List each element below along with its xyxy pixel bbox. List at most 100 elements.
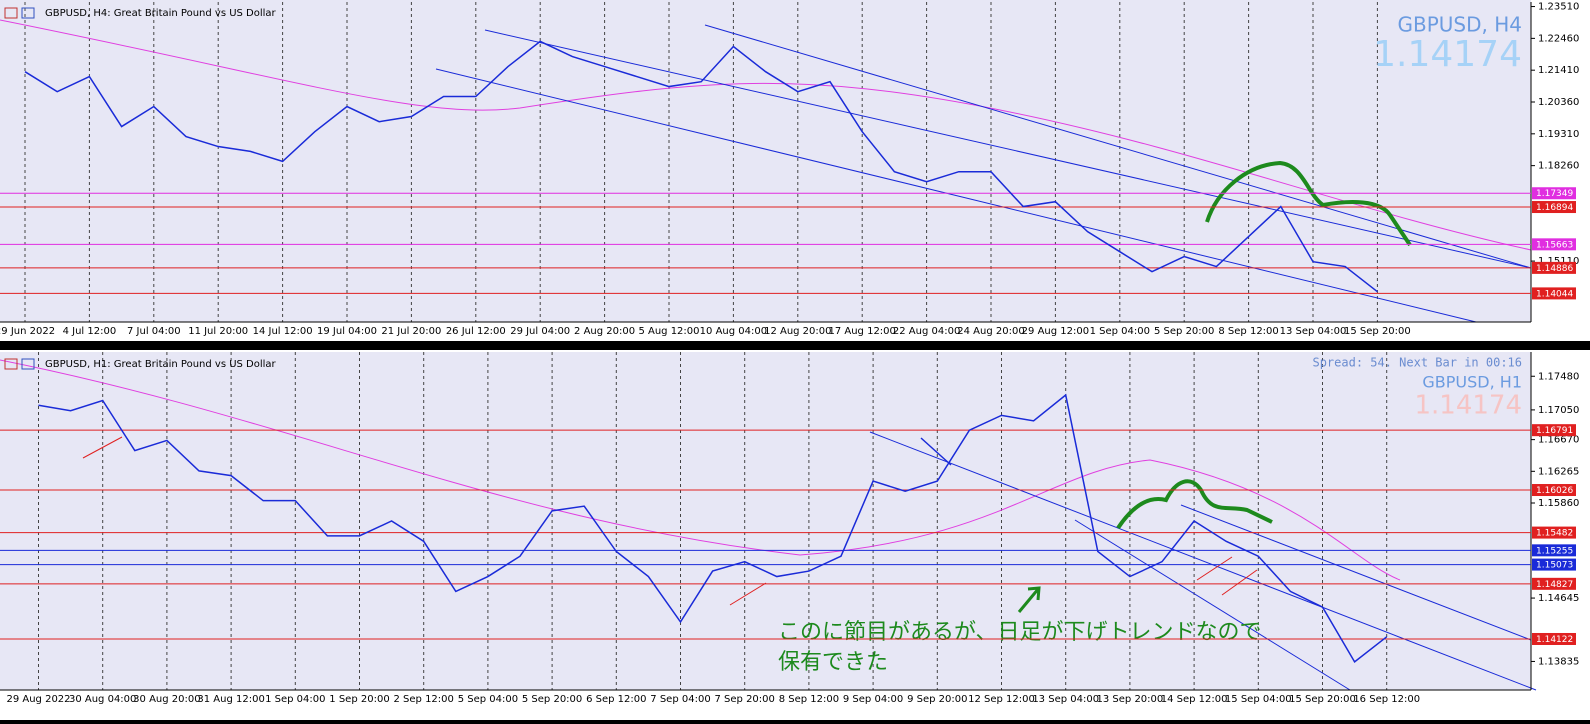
icon <box>21 7 35 19</box>
icon <box>4 7 18 19</box>
annotation: このに節目があるが、日足が下げトレンドなので <box>778 620 1262 645</box>
arrow <box>1221 569 1258 596</box>
x-tick-label: 5 Sep 20:00 <box>522 694 582 705</box>
x-tick-label: 10 Aug 04:00 <box>700 326 767 337</box>
x-tick-label: 5 Aug 12:00 <box>638 326 699 337</box>
y-tick-label: 1.23510 <box>1538 2 1579 13</box>
x-tick-label: 30 Aug 20:00 <box>133 694 200 705</box>
y-tick-label: 1.14645 <box>1538 593 1579 604</box>
y-tick-label: 1.19310 <box>1538 129 1579 140</box>
x-tick-label: 8 Sep 12:00 <box>1218 326 1278 337</box>
level-tag <box>1532 484 1576 497</box>
price-line <box>38 393 1388 663</box>
trend-line <box>704 24 1532 269</box>
x-tick-label: 13 Sep 04:00 <box>1032 694 1099 705</box>
y-tick-label: 1.17480 <box>1538 371 1579 382</box>
price-line <box>24 40 1378 293</box>
arrow <box>920 437 952 466</box>
x-tick-label: 9 Sep 20:00 <box>907 694 967 705</box>
x-tick-label: 29 Jun 2022 <box>0 326 55 337</box>
x-tick-label: 29 Aug 12:00 <box>1022 326 1089 337</box>
trend-line <box>1074 519 1351 691</box>
price-label: 1.14174 <box>1373 34 1522 75</box>
chart-title: GBPUSD, H1: Great Britain Pound vs US Do… <box>45 359 277 370</box>
x-tick-label: 9 Sep 04:00 <box>843 694 903 705</box>
x-tick-label: 5 Sep 04:00 <box>458 694 518 705</box>
x-tick-label: 7 Jul 04:00 <box>127 326 181 337</box>
hand-drawn-curve <box>1116 479 1273 530</box>
trend-line <box>869 431 1537 691</box>
level-tag <box>1532 187 1576 200</box>
y-tick-label: 1.17050 <box>1538 405 1579 416</box>
arrow <box>729 582 767 606</box>
status-label: Spread: 54. Next Bar in 00:16 <box>1312 356 1522 370</box>
level-tag <box>1532 544 1576 557</box>
x-tick-label: 1 Sep 04:00 <box>1090 326 1150 337</box>
x-tick-label: 31 Aug 12:00 <box>197 694 264 705</box>
arrow <box>1017 586 1041 613</box>
x-tick-label: 13 Sep 04:00 <box>1280 326 1347 337</box>
level-tag <box>1532 632 1576 645</box>
symbol-label: GBPUSD, H4 <box>1398 13 1523 37</box>
x-tick-label: 14 Sep 12:00 <box>1161 694 1228 705</box>
y-tick-label: 1.18260 <box>1538 161 1579 172</box>
x-tick-label: 7 Sep 04:00 <box>650 694 710 705</box>
level-label: 1.15255 <box>1536 546 1573 556</box>
level-tag <box>1532 558 1576 571</box>
x-tick-label: 29 Aug 2022 <box>6 694 70 705</box>
chart-title: GBPUSD, H4: Great Britain Pound vs US Do… <box>45 8 277 19</box>
level-label: 1.15073 <box>1536 561 1573 571</box>
trend-line <box>484 29 1532 269</box>
x-tick-label: 1 Sep 04:00 <box>265 694 325 705</box>
level-label: 1.14122 <box>1536 635 1573 645</box>
x-tick-label: 2 Aug 20:00 <box>574 326 635 337</box>
x-tick-label: 15 Sep 04:00 <box>1225 694 1292 705</box>
y-tick-label: 1.16265 <box>1538 466 1579 477</box>
x-tick-label: 5 Sep 20:00 <box>1154 326 1214 337</box>
x-tick-label: 24 Aug 20:00 <box>957 326 1024 337</box>
bottom-plot <box>0 352 1531 690</box>
x-tick-label: 21 Jul 20:00 <box>381 326 441 337</box>
x-tick-label: 15 Sep 20:00 <box>1289 694 1356 705</box>
y-tick-label: 1.21410 <box>1538 65 1579 76</box>
x-tick-label: 14 Jul 12:00 <box>253 326 313 337</box>
moving-average <box>0 19 1532 251</box>
moving-average <box>0 359 1401 581</box>
y-tick-label: 1.16670 <box>1538 435 1579 446</box>
level-tag <box>1532 526 1576 539</box>
x-tick-label: 12 Sep 12:00 <box>968 694 1035 705</box>
level-label: 1.14044 <box>1536 289 1573 299</box>
level-tag <box>1532 201 1576 214</box>
x-tick-label: 11 Jul 20:00 <box>188 326 248 337</box>
y-tick-label: 1.22460 <box>1538 33 1579 44</box>
x-tick-label: 6 Sep 12:00 <box>586 694 646 705</box>
y-tick-label: 1.13835 <box>1538 656 1579 667</box>
x-tick-label: 13 Sep 20:00 <box>1097 694 1164 705</box>
level-label: 1.15482 <box>1536 529 1573 539</box>
level-label: 1.16026 <box>1536 486 1573 496</box>
y-tick-label: 1.15110 <box>1538 256 1579 267</box>
arrow <box>1196 556 1233 581</box>
x-tick-label: 15 Sep 20:00 <box>1344 326 1411 337</box>
icon <box>21 358 35 370</box>
x-tick-label: 7 Sep 20:00 <box>715 694 775 705</box>
x-tick-label: 29 Jul 04:00 <box>510 326 570 337</box>
x-tick-label: 30 Aug 04:00 <box>69 694 136 705</box>
hand-drawn-curve <box>1205 160 1412 247</box>
level-label: 1.16791 <box>1536 426 1573 436</box>
x-tick-label: 12 Aug 20:00 <box>764 326 831 337</box>
top-plot <box>0 0 1531 322</box>
level-label: 1.14827 <box>1536 580 1573 590</box>
icon <box>4 358 18 370</box>
level-tag <box>1532 261 1576 274</box>
symbol-label: GBPUSD, H1 <box>1422 373 1522 392</box>
trend-line <box>1180 504 1532 641</box>
level-label: 1.14886 <box>1536 264 1573 274</box>
x-tick-label: 19 Jul 04:00 <box>317 326 377 337</box>
level-label: 1.16894 <box>1536 203 1573 213</box>
arrow <box>82 436 123 459</box>
arrows <box>82 436 1258 606</box>
level-tag <box>1532 238 1576 251</box>
